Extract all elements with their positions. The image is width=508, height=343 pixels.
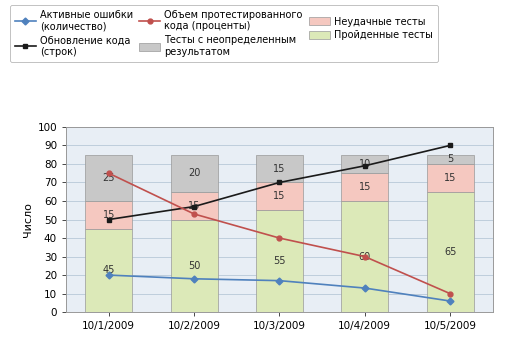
Y-axis label: Число: Число [23,202,33,237]
Text: 15: 15 [444,173,456,183]
Text: 45: 45 [103,265,115,275]
Bar [256,155,303,182]
Text: 10: 10 [359,159,371,169]
Bar [171,155,217,192]
Text: 15: 15 [188,201,200,211]
Bar [256,210,303,312]
Text: 25: 25 [103,173,115,183]
Bar [171,220,217,312]
Bar [85,155,132,201]
Bar [427,192,473,312]
Legend: Активные ошибки
(количество), Обновление кода
(строк), Объем протестированного
к: Активные ошибки (количество), Обновление… [10,5,437,62]
Bar [256,182,303,210]
Bar [427,164,473,192]
Text: 65: 65 [444,247,456,257]
Bar [341,201,388,312]
Text: 55: 55 [273,256,285,266]
Text: 5: 5 [447,154,453,164]
Text: 50: 50 [188,261,200,271]
Bar [341,173,388,201]
Bar [85,201,132,229]
Text: 15: 15 [273,191,285,201]
Bar [85,229,132,312]
Text: 60: 60 [359,251,371,262]
Bar [341,155,388,173]
Text: 20: 20 [188,168,200,178]
Bar [171,192,217,220]
Bar [427,155,473,164]
Text: 15: 15 [359,182,371,192]
Text: 15: 15 [273,164,285,174]
Text: 15: 15 [103,210,115,220]
